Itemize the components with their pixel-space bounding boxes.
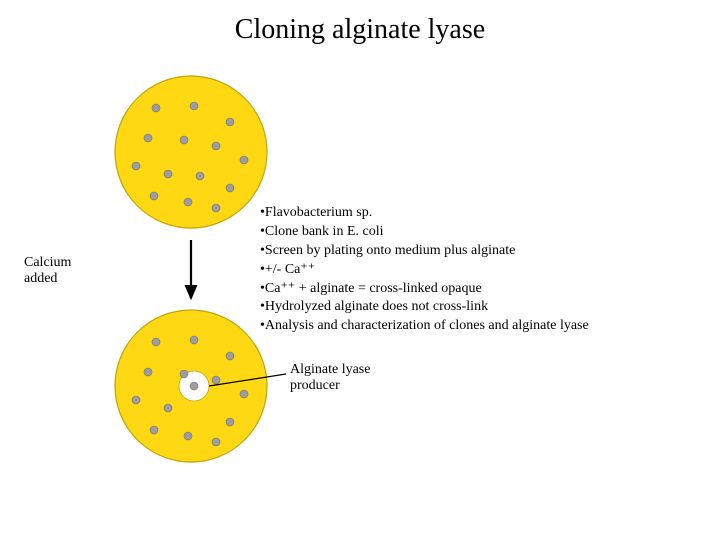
calcium-added-label: Calciumadded — [24, 255, 71, 287]
colony-top — [150, 192, 158, 200]
colony-top — [144, 134, 152, 142]
colony-top — [196, 172, 204, 180]
colony-bottom — [240, 390, 248, 398]
colony-bottom — [152, 338, 160, 346]
colony-bottom — [212, 376, 220, 384]
colony-top — [152, 104, 160, 112]
page-title: Cloning alginate lyase — [0, 14, 720, 46]
colony-bottom — [132, 396, 140, 404]
colony-bottom — [190, 336, 198, 344]
colony-top — [212, 204, 220, 212]
colony-bottom — [180, 370, 188, 378]
bullet-item: •+/- Ca⁺⁺ — [260, 261, 700, 280]
colony-top — [226, 118, 234, 126]
slide: Cloning alginate lyase Calciumadded Algi… — [0, 0, 720, 540]
colony-top — [164, 170, 172, 178]
colony-bottom — [190, 382, 198, 390]
colony-top — [184, 198, 192, 206]
colony-top — [240, 156, 248, 164]
colony-bottom — [144, 368, 152, 376]
colony-top — [226, 184, 234, 192]
colony-top — [180, 136, 188, 144]
colony-top — [212, 142, 220, 150]
colony-bottom — [150, 426, 158, 434]
colony-top — [132, 162, 140, 170]
colony-top — [190, 102, 198, 110]
colony-bottom — [212, 438, 220, 446]
bullet-list: •Flavobacterium sp.•Clone bank in E. col… — [260, 204, 700, 336]
colony-bottom — [164, 404, 172, 412]
bullet-item: •Hydrolyzed alginate does not cross-link — [260, 298, 700, 317]
bullet-item: •Clone bank in E. coli — [260, 223, 700, 242]
petri-dish-top — [115, 76, 267, 228]
colony-bottom — [184, 432, 192, 440]
bullet-item: •Ca⁺⁺ + alginate = cross-linked opaque — [260, 280, 700, 299]
bullet-item: •Screen by plating onto medium plus algi… — [260, 242, 700, 261]
colony-bottom — [226, 418, 234, 426]
alginate-lyase-producer-label: Alginate lyaseproducer — [290, 362, 370, 394]
bullet-item: •Analysis and characterization of clones… — [260, 317, 700, 336]
colony-bottom — [226, 352, 234, 360]
bullet-item: •Flavobacterium sp. — [260, 204, 700, 223]
